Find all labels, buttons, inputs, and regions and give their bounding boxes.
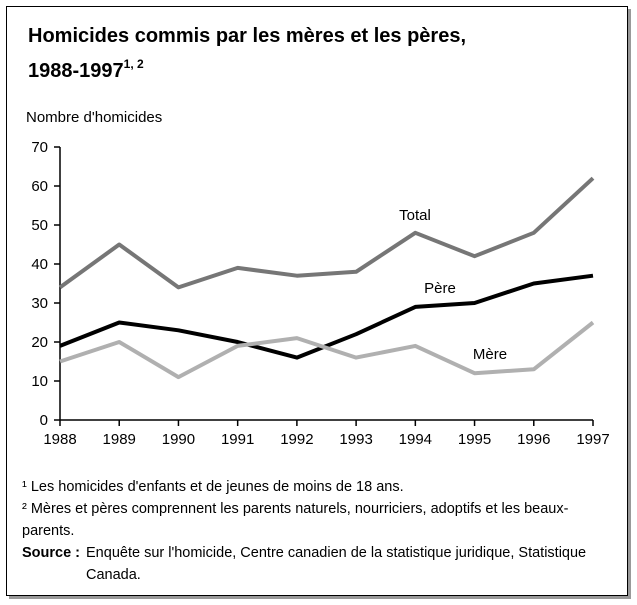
x-tick-label: 1995 <box>458 431 491 448</box>
chart: Homicides commis par les mères et les pè… <box>26 25 610 448</box>
y-axis-label: Nombre d'homicides <box>26 109 162 126</box>
frame <box>6 6 628 596</box>
series-label: Père <box>424 280 456 297</box>
source-label: Source : <box>22 545 81 561</box>
source: Source : Enquête sur l'homicide, Centre … <box>22 542 612 586</box>
series-line <box>58 176 595 290</box>
y-tick-label: 50 <box>31 217 48 234</box>
footnote: ¹ Les homicides d'enfants et de jeunes d… <box>22 479 404 495</box>
footnote: ² Mères et pères comprennent les parents… <box>22 501 569 539</box>
x-tick-label: 1988 <box>43 431 76 448</box>
x-tick-label: 1997 <box>576 431 609 448</box>
x-tick-label: 1989 <box>103 431 136 448</box>
chart-title-line2: 1988-19971, 2 <box>28 57 144 82</box>
y-tick-label: 60 <box>31 178 48 195</box>
chart-title: Homicides commis par les mères et les pè… <box>28 25 466 47</box>
y-tick-label: 40 <box>31 256 48 273</box>
x-tick-label: 1991 <box>221 431 254 448</box>
chart-title-years: 1988-1997 <box>28 60 124 82</box>
notes: ¹ Les homicides d'enfants et de jeunes d… <box>22 476 612 586</box>
x-tick-label: 1992 <box>280 431 313 448</box>
y-tick-label: 10 <box>31 373 48 390</box>
x-tick-label: 1993 <box>339 431 372 448</box>
x-tick-label: 1990 <box>162 431 195 448</box>
y-tick-label: 20 <box>31 334 48 351</box>
y-tick-label: 70 <box>31 139 48 156</box>
source-text: Enquête sur l'homicide, Centre canadien … <box>86 545 587 583</box>
series-label: Mère <box>473 346 507 363</box>
series-line <box>59 320 595 380</box>
series-line <box>59 273 594 360</box>
x-tick-label: 1996 <box>517 431 550 448</box>
y-tick-label: 0 <box>40 412 48 429</box>
series-label: Total <box>399 207 431 224</box>
y-tick-label: 30 <box>31 295 48 312</box>
chart-title-superscript: 1, 2 <box>124 57 144 71</box>
x-tick-label: 1994 <box>399 431 432 448</box>
